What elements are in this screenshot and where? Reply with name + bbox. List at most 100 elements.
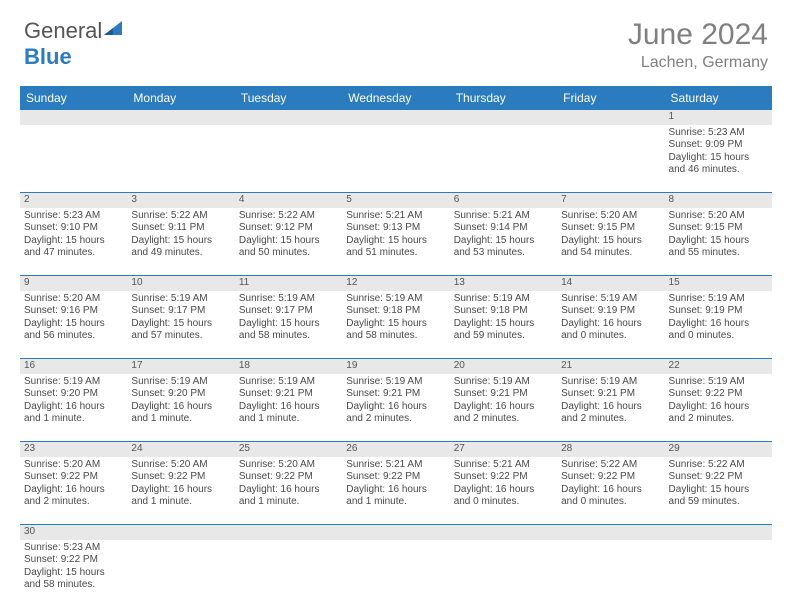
sunrise-text: Sunrise: 5:21 AM	[346, 459, 445, 472]
sunset-text: Sunset: 9:22 PM	[24, 471, 123, 484]
daylight-text: Daylight: 15 hours	[239, 235, 338, 248]
daylight-text: and 2 minutes.	[24, 496, 123, 509]
daylight-text: Daylight: 15 hours	[669, 152, 768, 165]
day-number: 9	[20, 276, 127, 291]
sunrise-text: Sunrise: 5:20 AM	[669, 210, 768, 223]
sunrise-text: Sunrise: 5:20 AM	[561, 210, 660, 223]
sunset-text: Sunset: 9:12 PM	[239, 222, 338, 235]
day-cell: Sunrise: 5:22 AMSunset: 9:22 PMDaylight:…	[557, 457, 664, 525]
weekday-header: Saturday	[665, 86, 772, 110]
page-header: General June 2024 Lachen, Germany	[0, 0, 792, 80]
sunrise-text: Sunrise: 5:19 AM	[131, 293, 230, 306]
daylight-text: and 57 minutes.	[131, 330, 230, 343]
weekday-row: SundayMondayTuesdayWednesdayThursdayFrid…	[20, 86, 772, 110]
sunrise-text: Sunrise: 5:19 AM	[131, 376, 230, 389]
day-number	[342, 110, 449, 125]
sunrise-text: Sunrise: 5:19 AM	[346, 293, 445, 306]
day-cell	[235, 540, 342, 608]
daylight-text: and 2 minutes.	[669, 413, 768, 426]
sunset-text: Sunset: 9:22 PM	[346, 471, 445, 484]
daylight-text: Daylight: 16 hours	[669, 318, 768, 331]
day-number: 13	[450, 276, 557, 291]
calendar-body: 1Sunrise: 5:23 AMSunset: 9:09 PMDaylight…	[20, 110, 772, 608]
sunset-text: Sunset: 9:20 PM	[24, 388, 123, 401]
sunset-text: Sunset: 9:21 PM	[346, 388, 445, 401]
sunset-text: Sunset: 9:09 PM	[669, 139, 768, 152]
sunrise-text: Sunrise: 5:22 AM	[669, 459, 768, 472]
daylight-text: Daylight: 15 hours	[24, 567, 123, 580]
day-number: 18	[235, 359, 342, 374]
day-cell	[20, 125, 127, 193]
daylight-text: and 59 minutes.	[454, 330, 553, 343]
daylight-text: Daylight: 15 hours	[346, 318, 445, 331]
sunrise-text: Sunrise: 5:19 AM	[24, 376, 123, 389]
day-cell: Sunrise: 5:20 AMSunset: 9:15 PMDaylight:…	[665, 208, 772, 276]
day-cell	[127, 540, 234, 608]
day-number: 11	[235, 276, 342, 291]
daylight-text: Daylight: 16 hours	[561, 484, 660, 497]
day-cell: Sunrise: 5:19 AMSunset: 9:21 PMDaylight:…	[235, 374, 342, 442]
triangle-icon	[104, 19, 124, 37]
daylight-text: Daylight: 15 hours	[239, 318, 338, 331]
weekday-header: Wednesday	[342, 86, 449, 110]
day-number	[557, 110, 664, 125]
day-number	[127, 110, 234, 125]
daylight-text: Daylight: 15 hours	[454, 318, 553, 331]
day-content-row: Sunrise: 5:23 AMSunset: 9:10 PMDaylight:…	[20, 208, 772, 276]
day-cell: Sunrise: 5:20 AMSunset: 9:22 PMDaylight:…	[127, 457, 234, 525]
sunset-text: Sunset: 9:15 PM	[669, 222, 768, 235]
day-cell: Sunrise: 5:23 AMSunset: 9:10 PMDaylight:…	[20, 208, 127, 276]
day-number: 21	[557, 359, 664, 374]
sunrise-text: Sunrise: 5:22 AM	[131, 210, 230, 223]
sunset-text: Sunset: 9:17 PM	[239, 305, 338, 318]
day-cell: Sunrise: 5:22 AMSunset: 9:22 PMDaylight:…	[665, 457, 772, 525]
day-number: 16	[20, 359, 127, 374]
day-number	[20, 110, 127, 125]
daylight-text: Daylight: 15 hours	[24, 318, 123, 331]
day-number: 24	[127, 442, 234, 457]
day-number-row: 16171819202122	[20, 359, 772, 374]
brand-text-1: General	[24, 18, 102, 44]
sunrise-text: Sunrise: 5:20 AM	[24, 459, 123, 472]
daylight-text: and 58 minutes.	[24, 579, 123, 592]
sunrise-text: Sunrise: 5:21 AM	[454, 459, 553, 472]
day-number: 8	[665, 193, 772, 208]
sunset-text: Sunset: 9:22 PM	[24, 554, 123, 567]
sunset-text: Sunset: 9:21 PM	[454, 388, 553, 401]
day-cell: Sunrise: 5:19 AMSunset: 9:17 PMDaylight:…	[235, 291, 342, 359]
daylight-text: Daylight: 16 hours	[239, 484, 338, 497]
sunrise-text: Sunrise: 5:19 AM	[561, 293, 660, 306]
day-cell: Sunrise: 5:19 AMSunset: 9:18 PMDaylight:…	[450, 291, 557, 359]
sunrise-text: Sunrise: 5:20 AM	[24, 293, 123, 306]
day-number	[235, 110, 342, 125]
daylight-text: Daylight: 16 hours	[346, 484, 445, 497]
day-cell	[557, 540, 664, 608]
sunrise-text: Sunrise: 5:21 AM	[454, 210, 553, 223]
day-number-row: 1	[20, 110, 772, 125]
day-cell: Sunrise: 5:19 AMSunset: 9:18 PMDaylight:…	[342, 291, 449, 359]
daylight-text: and 49 minutes.	[131, 247, 230, 260]
daylight-text: and 1 minute.	[239, 496, 338, 509]
sunset-text: Sunset: 9:18 PM	[346, 305, 445, 318]
sunset-text: Sunset: 9:17 PM	[131, 305, 230, 318]
day-cell: Sunrise: 5:22 AMSunset: 9:12 PMDaylight:…	[235, 208, 342, 276]
day-cell	[235, 125, 342, 193]
daylight-text: and 54 minutes.	[561, 247, 660, 260]
sunset-text: Sunset: 9:22 PM	[131, 471, 230, 484]
day-cell: Sunrise: 5:19 AMSunset: 9:20 PMDaylight:…	[20, 374, 127, 442]
day-cell	[450, 125, 557, 193]
sunrise-text: Sunrise: 5:21 AM	[346, 210, 445, 223]
day-number: 3	[127, 193, 234, 208]
daylight-text: and 47 minutes.	[24, 247, 123, 260]
day-number	[557, 525, 664, 540]
daylight-text: and 1 minute.	[24, 413, 123, 426]
daylight-text: and 1 minute.	[131, 496, 230, 509]
day-number: 23	[20, 442, 127, 457]
day-number: 17	[127, 359, 234, 374]
sunset-text: Sunset: 9:22 PM	[669, 471, 768, 484]
daylight-text: Daylight: 16 hours	[561, 401, 660, 414]
day-number: 29	[665, 442, 772, 457]
daylight-text: Daylight: 16 hours	[239, 401, 338, 414]
sunset-text: Sunset: 9:18 PM	[454, 305, 553, 318]
day-content-row: Sunrise: 5:19 AMSunset: 9:20 PMDaylight:…	[20, 374, 772, 442]
